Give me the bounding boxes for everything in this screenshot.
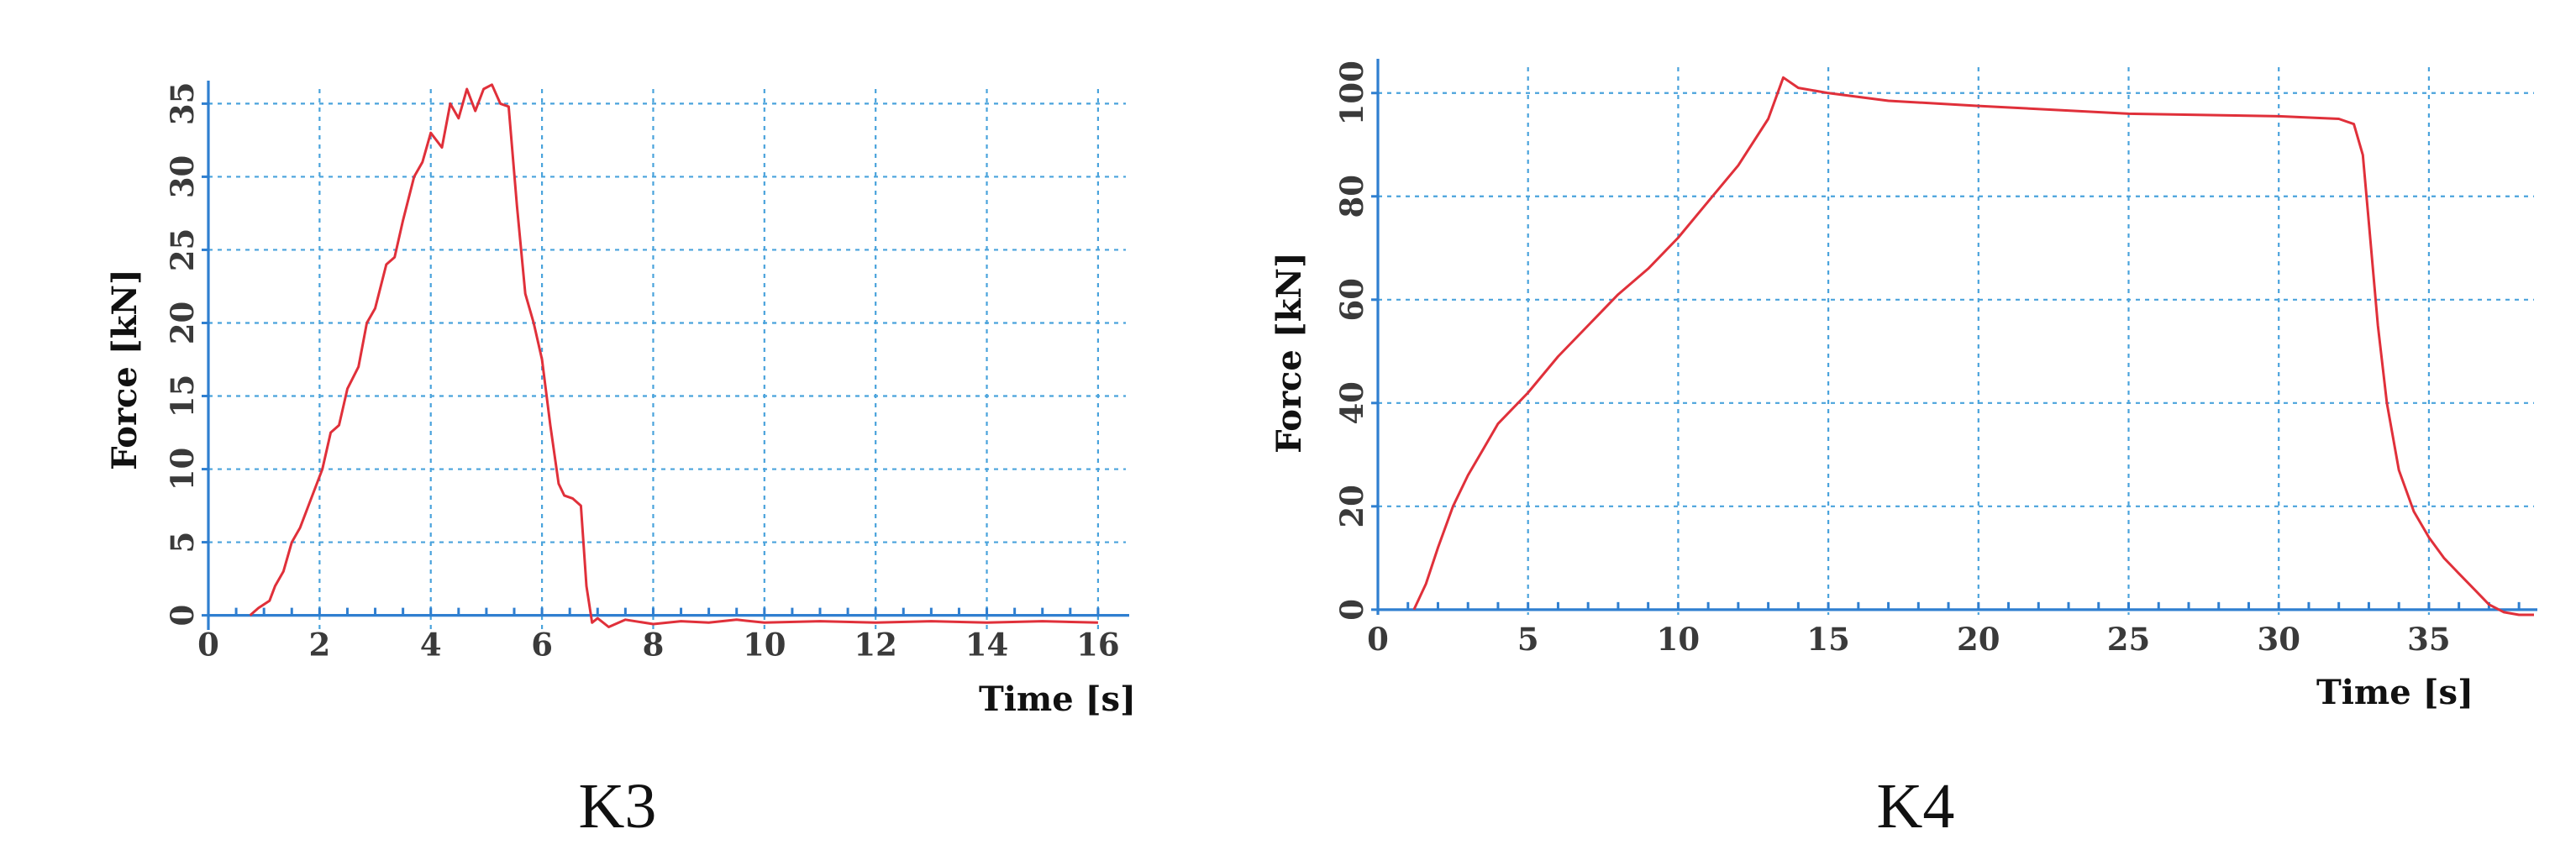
k3-x-axis-label: Time [s]	[979, 679, 1136, 719]
k3-x-tick-label: 14	[965, 627, 1009, 664]
k4-x-tick-label: 0	[1367, 621, 1389, 658]
chart-k3: 0 2 4 6 8 10 12 14 16 0 5 10 15 20 25 30 35	[164, 81, 1129, 664]
k3-x-tick-label: 0	[197, 627, 219, 664]
k3-x-tick-label: 8	[643, 627, 665, 664]
k3-y-tick-label: 25	[164, 228, 201, 272]
k3-x-tick-label: 10	[743, 627, 786, 664]
k3-y-tick-label: 10	[164, 448, 201, 491]
chart-k4: 0 5 10 15 20 25 30 35 0 20 40 60 80 100	[1333, 59, 2537, 658]
k4-y-tick-label: 80	[1333, 175, 1370, 218]
k3-force-curve	[249, 83, 1098, 628]
k4-y-tick-label: 100	[1333, 60, 1370, 125]
k4-x-tick-label: 5	[1517, 621, 1539, 658]
k4-x-tick-label: 35	[2407, 621, 2451, 658]
k4-x-tick-label: 20	[1957, 621, 2000, 658]
k3-x-tick-label: 16	[1076, 627, 1120, 664]
k3-x-tick-label: 4	[420, 627, 442, 664]
k3-y-tick-label: 0	[164, 605, 201, 627]
k4-x-tick-label: 30	[2257, 621, 2300, 658]
k3-caption: K3	[579, 771, 657, 842]
k3-y-tick-label: 30	[164, 155, 201, 199]
k4-x-tick-label: 15	[1806, 621, 1850, 658]
k3-x-tick-label: 12	[854, 627, 897, 664]
k3-x-tick-label: 6	[531, 627, 553, 664]
k4-y-tick-label: 60	[1333, 278, 1370, 322]
k4-x-tick-label: 10	[1657, 621, 1701, 658]
k4-x-axis-label: Time [s]	[2316, 673, 2473, 712]
k3-y-tick-label: 35	[164, 82, 201, 125]
k3-y-tick-label: 5	[164, 532, 201, 554]
k3-y-axis-label: Force [kN]	[105, 269, 145, 470]
k3-y-tick-label: 20	[164, 302, 201, 345]
k4-x-tick-label: 25	[2107, 621, 2151, 658]
k4-force-curve	[1412, 76, 2534, 617]
k4-y-tick-label: 0	[1333, 599, 1370, 621]
k3-x-tick-label: 2	[308, 627, 330, 664]
k4-y-tick-label: 20	[1333, 485, 1370, 528]
k4-caption: K4	[1877, 771, 1955, 842]
k4-y-axis-label: Force [kN]	[1270, 252, 1309, 454]
k4-y-tick-label: 40	[1333, 381, 1370, 425]
k3-y-tick-label: 15	[164, 375, 201, 418]
